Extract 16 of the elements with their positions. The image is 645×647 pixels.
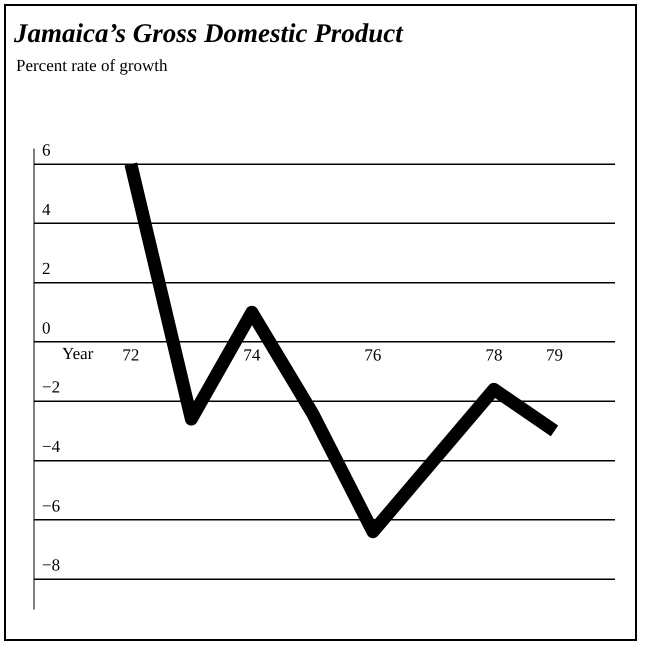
y-tick-label: 6	[42, 140, 50, 160]
y-tick-label: 0	[42, 318, 50, 338]
y-tick-label: −8	[42, 556, 60, 575]
x-tick-label: 74	[243, 346, 261, 365]
x-tick-label: 72	[122, 346, 140, 365]
x-tick-label: 78	[485, 346, 502, 365]
y-tick-label: −6	[42, 496, 60, 516]
chart-title: Jamaica’s Gross Domestic Product	[14, 18, 403, 49]
y-tick-label: −2	[42, 378, 60, 397]
x-axis-title: Year	[62, 344, 94, 363]
x-tick-label: 76	[364, 346, 382, 365]
chart-subtitle: Percent rate of growth	[16, 56, 168, 76]
x-tick-label: 79	[546, 346, 563, 365]
y-tick-label: 4	[42, 200, 51, 219]
y-tick-label: −4	[42, 437, 61, 456]
y-tick-label: 2	[42, 259, 50, 278]
